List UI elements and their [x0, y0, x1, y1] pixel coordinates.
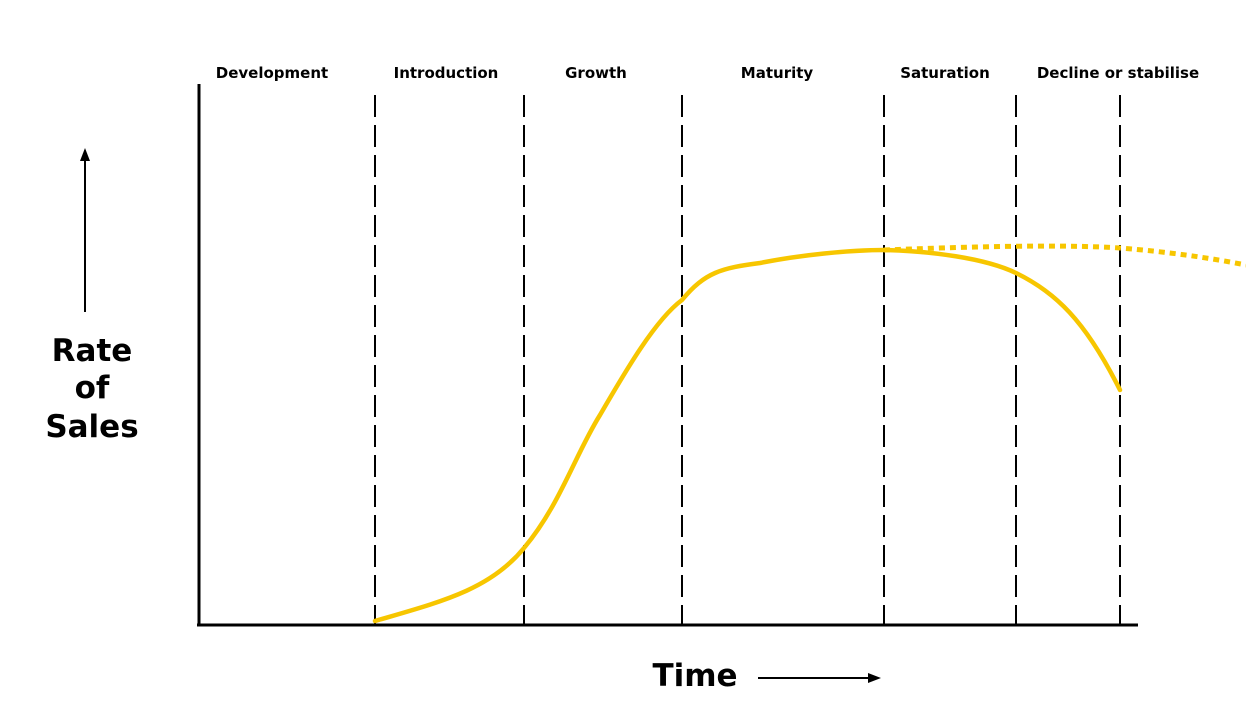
y-arrow-head-icon: [80, 148, 90, 161]
x-arrow-head-icon: [868, 673, 881, 683]
stage-label-introduction: Introduction: [394, 64, 499, 82]
stage-label-development: Development: [216, 64, 328, 82]
stage-dividers: [374, 95, 1121, 625]
sales-curve: [372, 247, 1123, 624]
stage-label-saturation: Saturation: [900, 64, 990, 82]
y-label-line-2: of: [75, 370, 110, 406]
x-label: Time: [652, 658, 737, 694]
stabilise-curve-dotted: [883, 243, 1246, 268]
stage-label-decline-or-stabilise: Decline or stabilise: [1037, 64, 1199, 82]
y-label-line-3: Sales: [45, 409, 138, 445]
stage-label-maturity: Maturity: [741, 64, 814, 82]
y-label-line-1: Rate: [52, 333, 133, 369]
stage-label-growth: Growth: [565, 64, 627, 82]
